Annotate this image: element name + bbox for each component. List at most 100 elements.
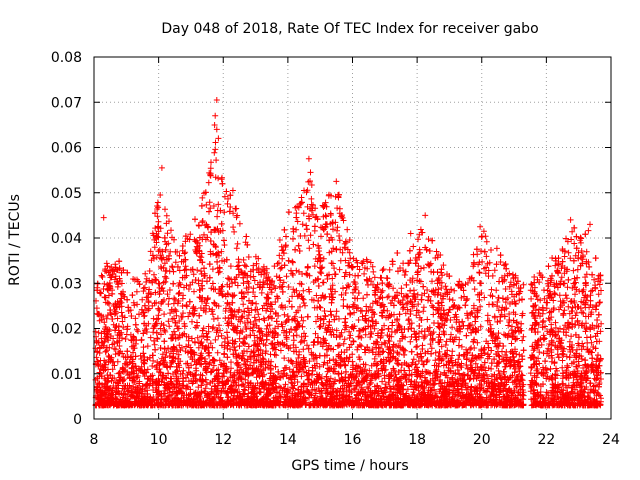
roti-point [580, 365, 587, 371]
roti-point [355, 304, 362, 311]
roti-point [488, 286, 495, 293]
roti-point [219, 227, 226, 234]
roti-point [420, 304, 427, 311]
roti-point [292, 327, 298, 334]
roti-point [358, 334, 365, 341]
roti-point [552, 319, 559, 326]
roti-point [317, 317, 324, 323]
roti-point [346, 237, 353, 243]
roti-point [493, 245, 500, 252]
roti-point [336, 315, 342, 322]
roti-point [317, 304, 324, 311]
roti-point [291, 289, 298, 296]
roti-point [114, 315, 121, 322]
roti-point [211, 149, 218, 156]
roti-point [448, 331, 454, 338]
roti-point [517, 363, 523, 369]
roti-point [330, 245, 337, 252]
roti-point [438, 285, 445, 291]
roti-point [214, 349, 221, 356]
roti-point [169, 234, 175, 241]
roti-point [298, 333, 305, 340]
roti-point [428, 345, 435, 352]
roti-point [252, 317, 259, 324]
roti-point [184, 372, 191, 378]
roti-point [409, 279, 416, 285]
roti-point [300, 317, 307, 324]
roti-point [162, 206, 168, 213]
roti-point [176, 318, 183, 324]
roti-point [109, 341, 116, 348]
roti-point [474, 339, 481, 346]
roti-point [593, 303, 600, 310]
roti-point [545, 345, 552, 352]
roti-point [112, 273, 119, 280]
roti-point [285, 284, 292, 290]
roti-point [322, 212, 329, 219]
roti-point [477, 323, 484, 330]
roti-point [280, 279, 287, 286]
roti-point [130, 349, 136, 356]
roti-point [558, 274, 565, 281]
roti-point [215, 269, 222, 276]
roti-point [346, 249, 353, 256]
roti-point [386, 266, 393, 273]
roti-point [446, 306, 453, 313]
roti-point [227, 263, 234, 270]
roti-point [570, 267, 577, 274]
roti-point [241, 320, 248, 326]
roti-point [120, 324, 127, 331]
roti-point [155, 234, 162, 241]
roti-point [445, 309, 452, 316]
roti-point [233, 245, 240, 252]
roti-point [176, 342, 183, 349]
roti-point [209, 325, 216, 332]
roti-point [565, 325, 572, 331]
roti-point [451, 314, 458, 321]
roti-point [234, 240, 241, 247]
roti-point [202, 385, 209, 392]
roti-point [471, 286, 478, 293]
roti-point [400, 260, 407, 267]
roti-point [239, 355, 246, 362]
roti-point [463, 346, 470, 353]
roti-point [430, 311, 437, 318]
roti-point [164, 291, 171, 298]
roti-point [544, 287, 551, 294]
roti-point [481, 294, 488, 301]
roti-point [185, 286, 192, 292]
roti-point [559, 380, 566, 387]
roti-point [571, 240, 578, 247]
roti-point [297, 303, 303, 310]
roti-point [302, 302, 308, 309]
roti-point [405, 316, 412, 323]
roti-point [189, 318, 195, 325]
roti-point [153, 239, 160, 246]
roti-point [293, 267, 300, 274]
roti-point [169, 264, 176, 271]
roti-point [224, 377, 231, 384]
roti-point [161, 346, 168, 352]
roti-point [580, 343, 587, 350]
roti-point [320, 279, 327, 286]
roti-point [150, 352, 156, 359]
roti-point [251, 337, 258, 344]
roti-point [231, 228, 238, 235]
roti-point [242, 387, 249, 394]
roti-point [228, 359, 234, 366]
roti-point [111, 345, 118, 352]
roti-point [234, 263, 241, 270]
roti-point [574, 266, 581, 273]
roti-point [591, 276, 598, 283]
roti-point [371, 274, 378, 281]
roti-point [488, 247, 494, 253]
roti-point [585, 227, 592, 234]
roti-point [568, 333, 575, 340]
roti-point [300, 287, 307, 294]
roti-point [356, 266, 363, 273]
roti-point [505, 322, 512, 329]
roti-point [484, 312, 491, 319]
roti-point [179, 344, 185, 351]
roti-point [370, 268, 377, 275]
